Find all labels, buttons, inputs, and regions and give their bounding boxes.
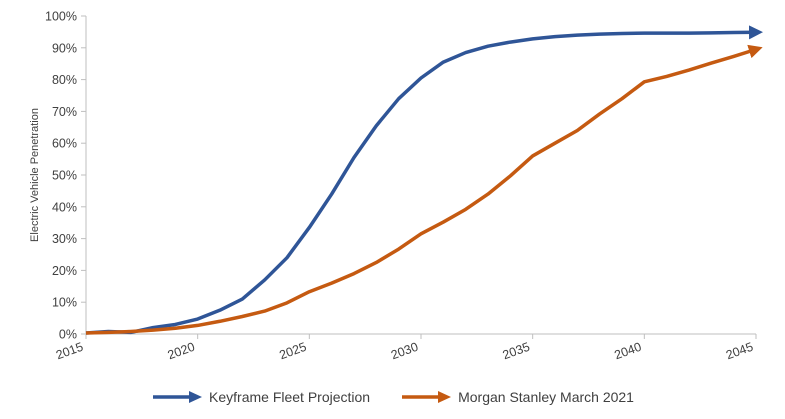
y-tick-label: 100% (45, 10, 77, 24)
y-tick-label: 60% (52, 137, 77, 151)
legend-arrow-icon (153, 391, 203, 403)
legend-item-1: Morgan Stanley March 2021 (400, 389, 634, 405)
y-tick-label: 50% (52, 169, 77, 183)
y-tick-label: 40% (52, 200, 77, 214)
series-line-0 (85, 25, 763, 335)
series-layer (85, 25, 763, 335)
legend-item-0: Keyframe Fleet Projection (151, 389, 370, 405)
x-tick-label: 2035 (501, 340, 532, 363)
x-tick-label: 2015 (54, 340, 85, 363)
x-tick-label: 2045 (724, 340, 755, 363)
legend-arrow-icon (402, 391, 452, 403)
y-tick-label: 20% (52, 264, 77, 278)
legend: Keyframe Fleet Projection Morgan Stanley … (0, 386, 785, 408)
y-tick-label: 10% (52, 296, 77, 310)
legend-label: Keyframe Fleet Projection (209, 389, 371, 405)
y-tick-label: 90% (52, 41, 77, 55)
x-axis: 2015 2020 2025 2030 2035 2040 2045 (54, 333, 757, 363)
y-axis: 0% 10% 20% 30% 40% 50% 60% 70% 80% 90% 100% (45, 10, 87, 342)
y-tick-label: 0% (59, 328, 77, 342)
x-tick-label: 2025 (277, 340, 308, 363)
x-tick-label: 2020 (166, 340, 197, 363)
y-tick-label: 30% (52, 232, 77, 246)
x-tick-label: 2040 (612, 340, 643, 363)
y-tick-label: 80% (52, 73, 77, 87)
y-tick-label: 70% (52, 105, 77, 119)
legend-label: Morgan Stanley March 2021 (458, 389, 634, 405)
series-line-1 (85, 44, 763, 335)
y-axis-label: Electric Vehicle Penetration (29, 108, 41, 242)
x-tick-label: 2030 (389, 340, 420, 363)
